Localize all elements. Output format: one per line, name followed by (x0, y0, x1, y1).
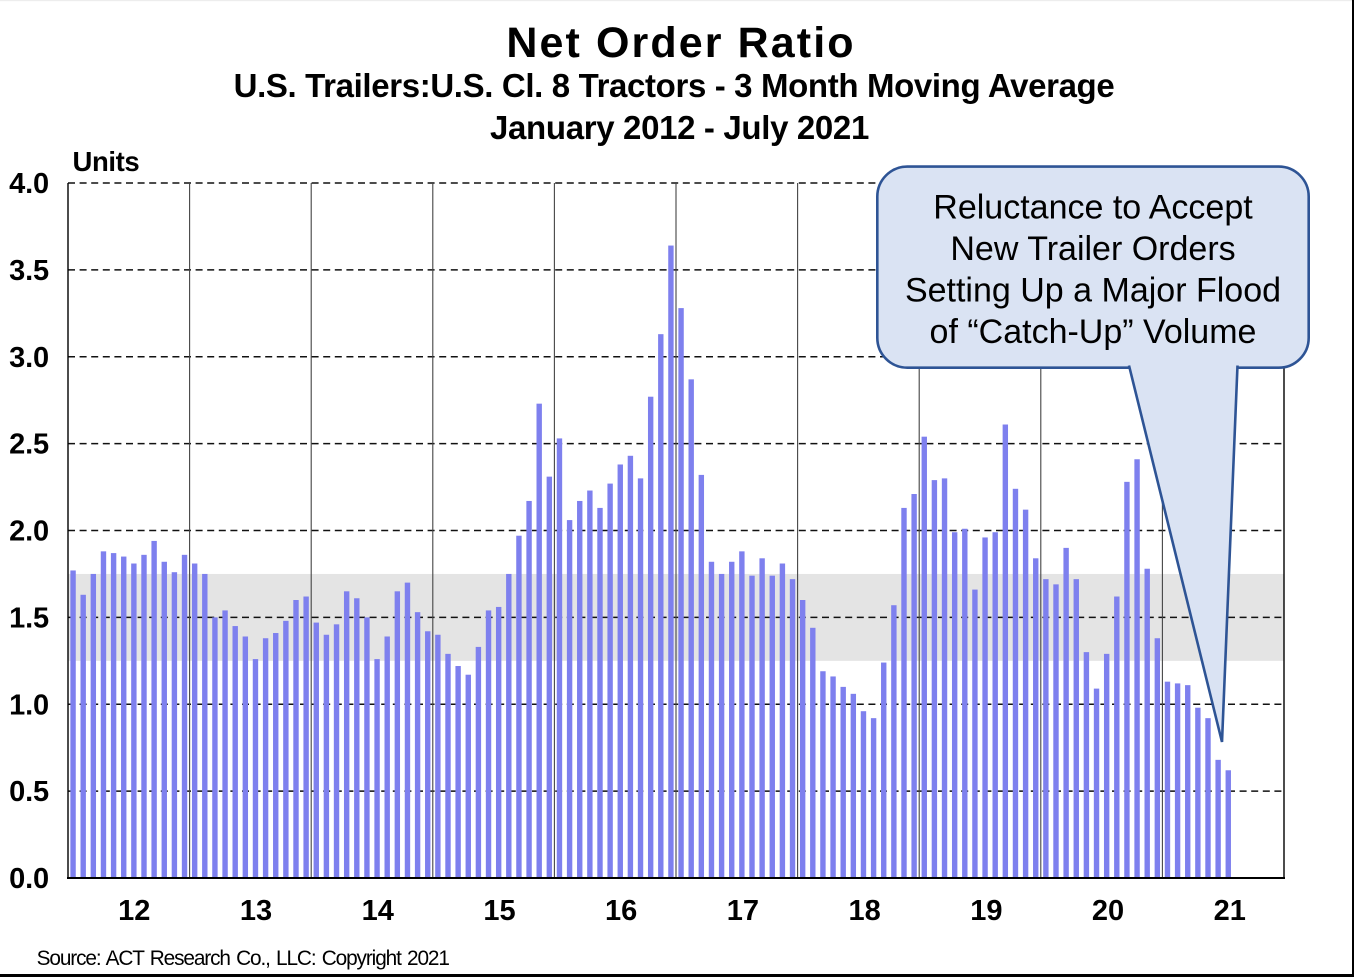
svg-text:of “Catch-Up” Volume: of “Catch-Up” Volume (930, 313, 1257, 351)
svg-text:0.5: 0.5 (9, 776, 49, 808)
svg-text:15: 15 (483, 895, 515, 927)
svg-text:17: 17 (727, 895, 759, 927)
svg-text:13: 13 (240, 895, 272, 927)
svg-text:18: 18 (848, 895, 880, 927)
svg-text:4.0: 4.0 (9, 168, 49, 200)
svg-text:January 2012 - July 2021: January 2012 - July 2021 (490, 109, 869, 146)
svg-text:Setting Up a Major Flood: Setting Up a Major Flood (905, 271, 1281, 309)
svg-text:Source: ACT Research Co., LLC:: Source: ACT Research Co., LLC: Copyright… (37, 947, 450, 970)
svg-text:3.0: 3.0 (9, 342, 49, 374)
svg-text:Units: Units (73, 146, 140, 177)
svg-text:19: 19 (970, 895, 1002, 927)
svg-text:Reluctance to Accept: Reluctance to Accept (933, 189, 1253, 227)
svg-text:12: 12 (118, 895, 150, 927)
svg-text:1.0: 1.0 (9, 689, 49, 721)
svg-text:New Trailer Orders: New Trailer Orders (950, 230, 1235, 268)
svg-text:2.0: 2.0 (9, 516, 49, 548)
svg-text:3.5: 3.5 (9, 255, 49, 287)
svg-text:16: 16 (605, 895, 637, 927)
svg-text:U.S. Trailers:U.S. Cl. 8 Tract: U.S. Trailers:U.S. Cl. 8 Tractors - 3 Mo… (234, 67, 1115, 104)
svg-text:20: 20 (1092, 895, 1124, 927)
svg-text:0.0: 0.0 (9, 863, 49, 895)
svg-text:Net Order Ratio: Net Order Ratio (506, 19, 855, 67)
svg-text:21: 21 (1214, 895, 1246, 927)
svg-text:14: 14 (362, 895, 394, 927)
svg-text:1.5: 1.5 (9, 602, 49, 634)
svg-text:2.5: 2.5 (9, 429, 49, 461)
